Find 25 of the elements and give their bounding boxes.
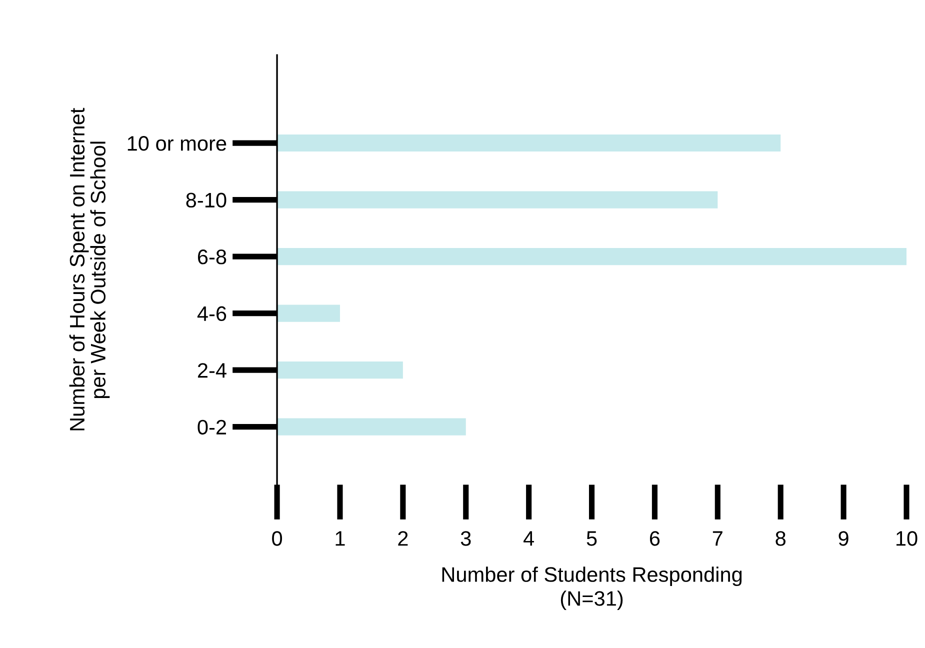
bar bbox=[277, 362, 403, 379]
x-tick-label: 8 bbox=[776, 531, 786, 546]
y-tick-label: 0-2 bbox=[198, 420, 226, 435]
bar bbox=[277, 134, 781, 152]
x-tick-label: 3 bbox=[460, 531, 471, 546]
x-axis-title: Number of Students Responding (N=31) bbox=[442, 566, 742, 610]
y-tick-label: 4-6 bbox=[197, 306, 226, 322]
x-tick-label: 2 bbox=[398, 531, 408, 546]
bar bbox=[277, 248, 906, 266]
bar bbox=[277, 304, 340, 322]
x-tick-label: 1 bbox=[336, 531, 345, 546]
y-tick-label: 2-4 bbox=[198, 363, 226, 378]
x-tick-label: 7 bbox=[712, 531, 722, 546]
x-tick-label: 5 bbox=[586, 531, 597, 546]
x-tick-label: 0 bbox=[272, 531, 282, 546]
bar bbox=[277, 191, 718, 208]
x-tick-label: 6 bbox=[650, 531, 660, 546]
y-axis-title: Number of Hours Spent on Internet per Week Outside of School bbox=[69, 108, 110, 430]
x-tick-label: 9 bbox=[838, 531, 848, 546]
y-tick-label: 8-10 bbox=[186, 192, 226, 208]
bar bbox=[277, 418, 466, 436]
y-tick-label: 6-8 bbox=[198, 250, 226, 264]
x-tick-label: 4 bbox=[524, 531, 534, 546]
x-tick-label: 10 bbox=[896, 531, 918, 546]
y-tick-label: 10 or more bbox=[128, 136, 226, 151]
